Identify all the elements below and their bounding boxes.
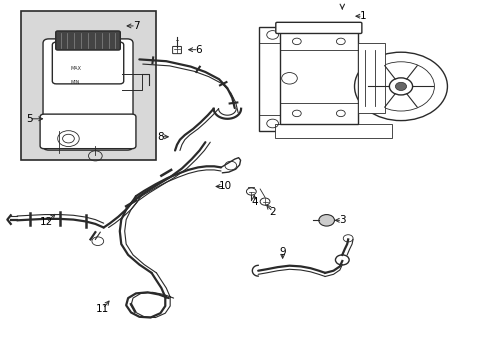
Bar: [274, 124, 391, 138]
Text: MAX: MAX: [71, 66, 81, 71]
Text: 8: 8: [157, 132, 163, 142]
Text: 9: 9: [279, 247, 285, 257]
Circle shape: [395, 82, 406, 90]
Text: MIN: MIN: [71, 80, 80, 85]
Bar: [20, 11, 156, 160]
Text: 1: 1: [359, 11, 366, 21]
Text: 5: 5: [26, 114, 33, 124]
Bar: [357, 43, 384, 113]
FancyBboxPatch shape: [56, 31, 120, 50]
Text: 2: 2: [269, 207, 276, 217]
Text: 12: 12: [40, 217, 53, 228]
Bar: [285, 34, 295, 124]
Text: 7: 7: [132, 21, 139, 31]
Text: 3: 3: [338, 215, 345, 225]
Text: 6: 6: [195, 45, 202, 55]
Circle shape: [318, 215, 334, 226]
Bar: [259, 27, 285, 131]
FancyBboxPatch shape: [275, 22, 361, 33]
Text: 4: 4: [250, 197, 257, 207]
FancyBboxPatch shape: [172, 46, 181, 54]
FancyBboxPatch shape: [43, 39, 133, 150]
FancyBboxPatch shape: [52, 42, 123, 84]
FancyBboxPatch shape: [40, 114, 136, 149]
Bar: [279, 32, 357, 124]
Text: 11: 11: [96, 304, 109, 314]
Text: 10: 10: [218, 181, 231, 192]
